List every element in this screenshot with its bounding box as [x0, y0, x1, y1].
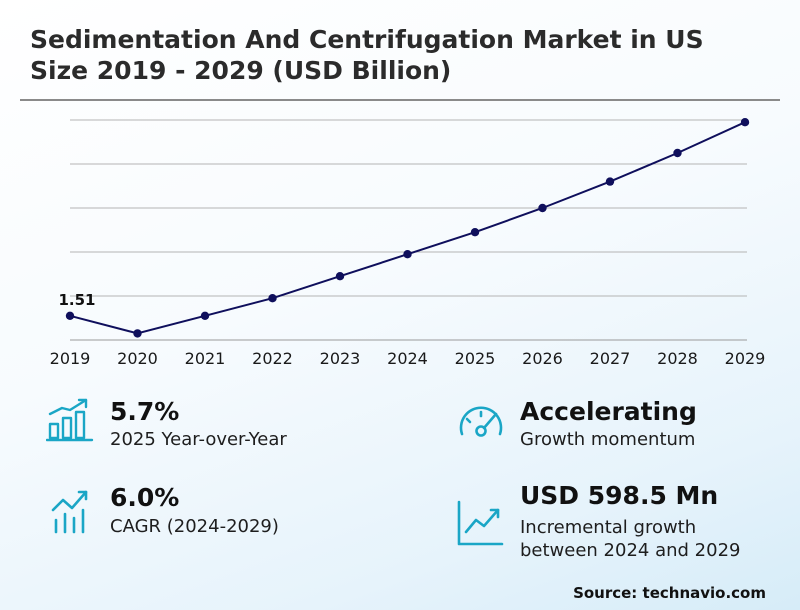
- line-chart-icon: [457, 500, 504, 546]
- line-chart: 2019 2020 2021 2022 2023 2024 2025 2026 2027 2028…: [50, 118, 766, 368]
- data-point-2025: [470, 228, 480, 237]
- stat-yoy-value: 5.7%: [110, 397, 180, 426]
- data-point-2027: [605, 177, 615, 186]
- stat-cagr-desc: CAGR (2024-2029): [110, 516, 279, 537]
- speedometer-icon: [459, 406, 503, 437]
- trend-bars-icon: [51, 490, 88, 534]
- data-point-2019: [65, 311, 75, 320]
- stat-incremental-desc-1: Incremental growth: [520, 517, 697, 538]
- stat-yoy-desc: 2025 Year-over-Year: [110, 429, 287, 450]
- stat-cagr-value: 6.0%: [110, 483, 180, 512]
- x-tick-label-2024: 2024: [387, 349, 428, 368]
- title-line-1: Sedimentation And Centrifugation Market …: [30, 25, 704, 54]
- x-tick-label-2026: 2026: [522, 349, 563, 368]
- data-point-2028: [673, 148, 682, 158]
- x-tick-label-2019: 2019: [50, 349, 91, 368]
- data-point-2023: [335, 272, 345, 281]
- data-point-2024: [403, 250, 412, 259]
- data-point-2026: [538, 203, 547, 213]
- x-tick-label-2029: 2029: [725, 349, 766, 368]
- data-point-2020: [133, 329, 142, 338]
- x-tick-label-2023: 2023: [320, 349, 361, 368]
- stat-incremental-value: USD 598.5 Mn: [520, 481, 719, 510]
- bar-chart-growth-icon: [46, 398, 94, 442]
- series-line: [69, 121, 746, 335]
- stat-momentum-desc: Growth momentum: [520, 429, 696, 450]
- chart-title: Sedimentation And Centrifugation Market …: [30, 24, 790, 86]
- stat-momentum-value: Accelerating: [520, 397, 697, 426]
- x-tick-label-2028: 2028: [657, 349, 698, 368]
- title-line-2: Size 2019 - 2029 (USD Billion): [30, 56, 452, 85]
- x-tick-label-2022: 2022: [252, 349, 293, 368]
- x-tick-label-2020: 2020: [117, 349, 158, 368]
- x-tick-label-2027: 2027: [590, 349, 631, 368]
- x-tick-label-2025: 2025: [455, 349, 496, 368]
- data-point-2029: [740, 118, 750, 127]
- stat-incremental-desc-2: between 2024 and 2029: [520, 540, 741, 561]
- source-credit: Source: technavio.com: [573, 584, 766, 602]
- data-point-2021: [200, 311, 210, 320]
- data-point-2022: [268, 294, 277, 303]
- data-label-2019: 1.51: [58, 291, 95, 309]
- x-tick-label-2021: 2021: [185, 349, 226, 368]
- title-divider: [20, 99, 780, 101]
